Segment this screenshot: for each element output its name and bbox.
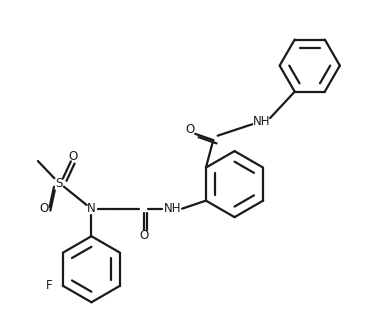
Text: NH: NH <box>253 115 271 128</box>
Text: O: O <box>40 202 49 215</box>
Text: S: S <box>55 176 63 189</box>
Text: F: F <box>46 279 53 292</box>
Text: O: O <box>69 150 78 163</box>
Text: NH: NH <box>163 202 181 215</box>
Text: O: O <box>186 123 195 136</box>
Text: N: N <box>87 202 96 215</box>
Text: O: O <box>139 229 148 242</box>
